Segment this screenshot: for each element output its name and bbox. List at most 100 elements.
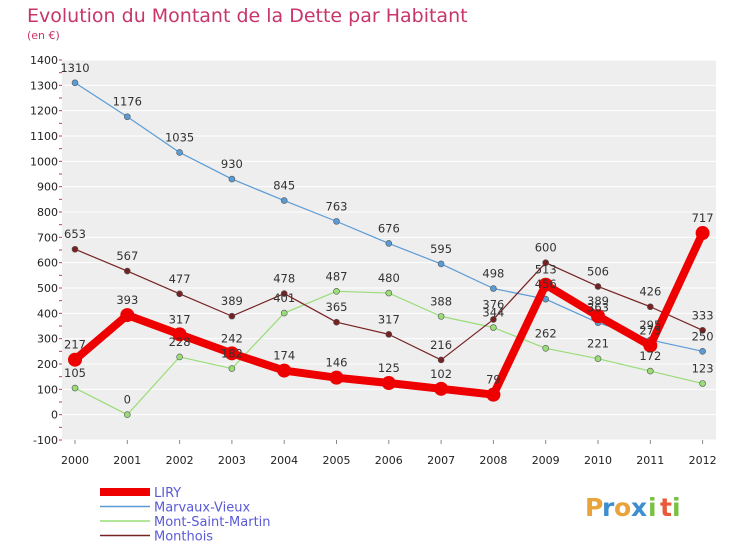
data-point [695,226,710,241]
x-tick-label: 2006 [375,454,403,467]
y-tick-label: 1400 [30,54,58,67]
data-point [381,376,396,390]
brand-letter: i [672,493,681,522]
data-point [591,309,605,324]
data-label: 426 [639,285,661,299]
data-label: 102 [430,367,452,381]
data-label: 600 [535,241,557,255]
data-point [277,363,292,378]
data-point [228,365,236,372]
data-point [699,348,706,355]
data-point [124,113,131,121]
data-point [594,355,602,362]
data-label: 0 [124,393,131,407]
data-point [280,309,288,317]
data-label: 295 [639,318,661,332]
data-label: 363 [587,301,609,315]
data-label: 1035 [165,130,194,144]
data-point [333,318,340,326]
data-label: 389 [221,294,243,308]
data-label: 478 [273,272,295,286]
x-tick-label: 2009 [532,454,560,467]
plot-area: -100 0 100 200 300 400 500 600 700 800 900 1000 1100… [30,54,717,467]
data-point [329,370,344,385]
data-point [385,289,393,297]
x-tick-label: 2012 [689,454,717,467]
x-tick-label: 2000 [61,454,89,467]
legend-label: Marvaux-Vieux [154,501,251,516]
data-point [699,380,706,387]
y-tick-label: 1100 [30,130,58,143]
data-point [280,290,288,297]
data-point [699,327,706,334]
data-label: 365 [326,300,348,314]
data-point [71,384,79,392]
chart-subtitle: (en €) [27,29,60,42]
data-point [437,313,445,320]
x-tick-label: 2008 [479,454,507,467]
y-tick-label: -100 [33,434,58,447]
data-point [333,287,340,295]
data-label: 123 [692,362,714,376]
data-label: 1310 [60,61,89,75]
data-point [124,267,131,275]
data-point [385,331,393,338]
brand-letter: o [614,493,631,522]
data-label: 217 [64,338,86,352]
data-label: 146 [326,356,348,370]
data-label: 228 [169,335,191,349]
data-point [437,356,445,364]
data-label: 506 [587,264,609,278]
x-tick-label: 2005 [323,454,351,467]
data-point [646,303,654,311]
data-label: 250 [692,329,714,343]
data-label: 79 [486,373,501,387]
data-label: 717 [692,211,714,225]
data-label: 653 [64,227,86,241]
data-label: 477 [169,272,191,286]
x-tick-label: 2011 [636,454,664,467]
y-tick-label: 300 [37,333,58,346]
data-label: 242 [221,331,243,345]
legend-label: Mont-Saint-Martin [154,515,271,530]
data-label: 105 [64,366,86,380]
data-point [538,277,553,292]
data-point [385,240,393,247]
data-label: 125 [378,361,400,375]
y-tick-label: 400 [37,307,58,320]
y-tick-label: 500 [37,282,58,295]
data-label: 595 [430,242,452,256]
data-label: 401 [273,291,295,305]
data-point [228,312,236,320]
data-label: 567 [116,249,138,263]
y-tick-label: 1200 [30,105,58,118]
data-label: 317 [169,312,191,326]
data-label: 456 [535,277,557,291]
data-point [490,316,497,323]
data-point [71,79,79,87]
brand-letter: t [660,493,672,522]
data-point [643,338,658,353]
data-label: 221 [587,337,609,351]
data-point [71,245,79,253]
data-label: 930 [221,157,243,171]
y-tick-label: 800 [37,206,58,219]
brand-letter: x [631,493,647,522]
data-point [176,353,183,361]
y-tick-label: 600 [37,257,58,270]
brand-letter: i [648,493,657,522]
data-point [333,218,340,225]
brand-letter: r [602,493,615,522]
x-tick-label: 2003 [218,454,246,467]
data-point [280,197,288,204]
data-label: 763 [326,199,348,213]
data-label: 498 [482,267,504,281]
data-point [542,344,550,352]
chart-title: Evolution du Montant de la Dette par Hab… [27,5,468,27]
y-tick-label: 0 [51,409,58,422]
data-label: 333 [692,308,714,322]
data-label: 1176 [113,95,142,109]
data-point [176,149,183,156]
